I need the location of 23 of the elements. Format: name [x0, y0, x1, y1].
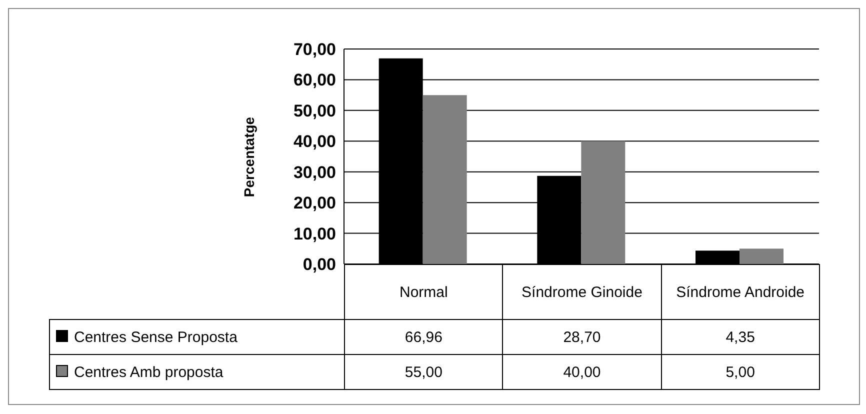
- x-tick-label: Normal: [344, 264, 503, 320]
- legend-label: Centres Amb proposta: [50, 354, 344, 390]
- data-label: 5,00: [661, 354, 820, 390]
- y-tick-label: 0,00: [302, 255, 336, 274]
- x-tick-label: Síndrome Ginoide: [502, 264, 662, 320]
- y-tick-label: 60,00: [293, 70, 336, 90]
- y-tick-label: 40,00: [293, 132, 336, 152]
- bar: [422, 95, 467, 264]
- y-tick-label: 30,00: [293, 162, 336, 182]
- data-label: 4,35: [661, 320, 820, 354]
- data-label: 40,00: [502, 354, 662, 390]
- data-label: 66,96: [344, 320, 503, 354]
- y-tick-label: 20,00: [293, 194, 336, 213]
- data-label: 55,00: [344, 354, 503, 390]
- data-label: 28,70: [502, 320, 662, 354]
- y-tick-label: 50,00: [293, 101, 336, 120]
- bar: [740, 248, 784, 264]
- y-tick-label: 70,00: [293, 40, 336, 60]
- legend-label: Centres Sense Proposta: [50, 320, 344, 354]
- y-axis-title: Percentatge: [241, 116, 257, 197]
- x-tick-label: Síndrome Androide: [661, 264, 820, 320]
- bar: [581, 141, 626, 264]
- y-tick-label: 10,00: [293, 224, 336, 244]
